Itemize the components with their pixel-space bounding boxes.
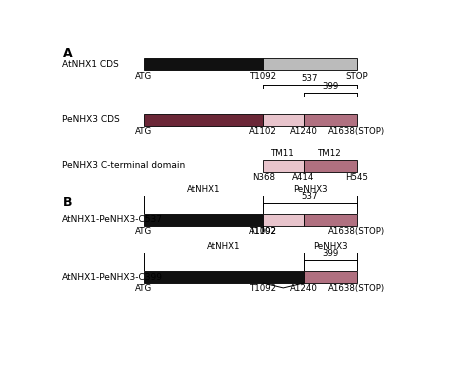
Bar	[144, 58, 263, 70]
Bar	[303, 271, 357, 283]
Bar	[144, 214, 263, 226]
Bar	[263, 58, 357, 70]
Text: N368: N368	[252, 173, 274, 182]
Text: 399: 399	[322, 82, 338, 91]
Text: B: B	[63, 196, 73, 209]
Text: A1102: A1102	[249, 227, 277, 236]
Text: 399: 399	[322, 249, 338, 259]
Text: PeNHX3 CDS: PeNHX3 CDS	[62, 115, 120, 124]
Text: AtNHX1-PeNHX3-C537: AtNHX1-PeNHX3-C537	[62, 216, 163, 224]
Bar	[263, 214, 303, 226]
Bar	[303, 114, 357, 126]
Bar	[263, 160, 303, 172]
Text: A1638(STOP): A1638(STOP)	[328, 127, 385, 137]
Text: TM12: TM12	[319, 149, 342, 158]
Text: PeNHX3: PeNHX3	[292, 185, 327, 194]
Text: STOP: STOP	[346, 72, 368, 81]
Text: A1638(STOP): A1638(STOP)	[328, 227, 385, 236]
Text: T1092: T1092	[250, 227, 277, 236]
Text: TM11: TM11	[272, 149, 295, 158]
Text: ATG: ATG	[135, 72, 152, 81]
Text: A: A	[63, 47, 73, 60]
Text: ATG: ATG	[135, 227, 152, 236]
Text: ATG: ATG	[135, 127, 152, 137]
Text: A414: A414	[292, 173, 315, 182]
Text: A1240: A1240	[290, 285, 318, 293]
Text: AtNHX1: AtNHX1	[187, 185, 220, 194]
Text: 537: 537	[302, 74, 318, 83]
Text: H545: H545	[345, 173, 368, 182]
Bar	[303, 214, 357, 226]
Text: T1092: T1092	[250, 285, 277, 293]
Text: A1240: A1240	[290, 127, 318, 137]
Text: 537: 537	[302, 192, 318, 201]
Bar	[263, 114, 303, 126]
Text: PeNHX3 C-terminal domain: PeNHX3 C-terminal domain	[62, 161, 185, 170]
Text: A1102: A1102	[249, 127, 277, 137]
Text: AtNHX1 CDS: AtNHX1 CDS	[62, 60, 119, 69]
Text: A1638(STOP): A1638(STOP)	[328, 285, 385, 293]
Text: AtNHX1: AtNHX1	[207, 242, 240, 251]
Text: T1092: T1092	[250, 72, 277, 81]
Text: AtNHX1-PeNHX3-C399: AtNHX1-PeNHX3-C399	[62, 273, 163, 282]
Bar	[144, 114, 263, 126]
Bar	[303, 160, 357, 172]
Text: PeNHX3: PeNHX3	[313, 242, 347, 251]
Text: ATG: ATG	[135, 285, 152, 293]
Bar	[144, 271, 303, 283]
